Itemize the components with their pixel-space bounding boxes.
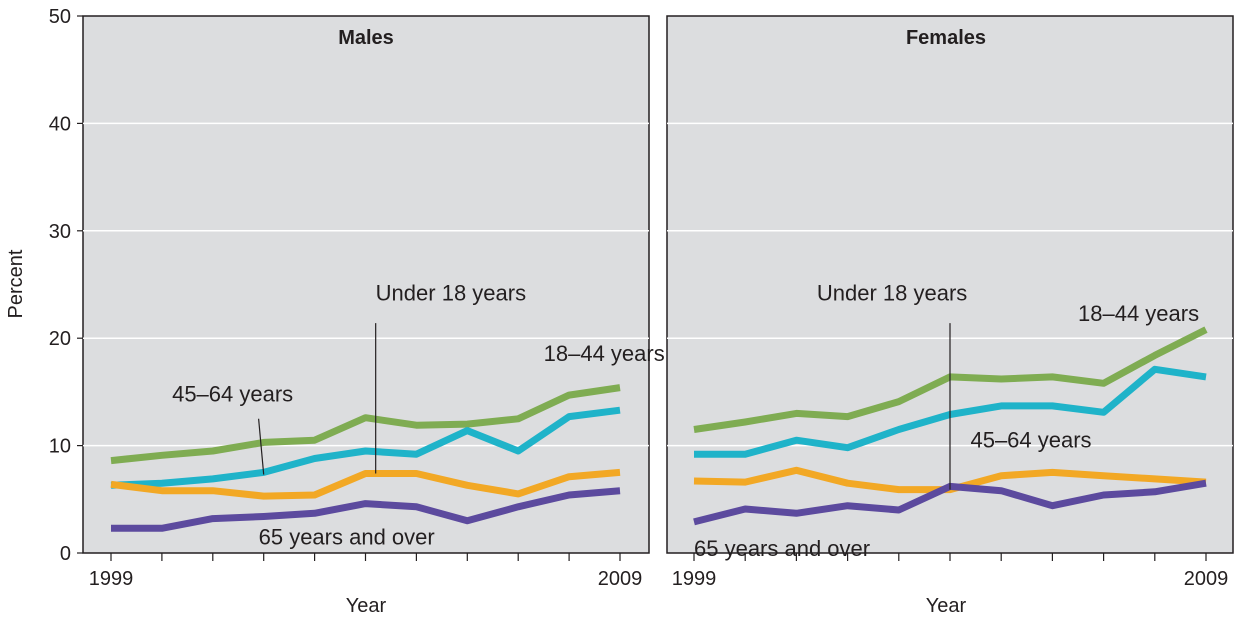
males-series-lines bbox=[110, 384, 621, 532]
y-tick-label: 0 bbox=[60, 543, 71, 565]
series-annotation-label: 65 years and over bbox=[259, 524, 435, 549]
series-annotation-label: 18–44 years bbox=[1078, 301, 1199, 326]
females-x-axis: 1999 2009 bbox=[672, 553, 1229, 590]
y-tick-label: 10 bbox=[49, 436, 71, 458]
series-annotation-label: 65 years and over bbox=[694, 536, 870, 561]
series-annotation-label: 18–44 years bbox=[544, 341, 665, 366]
y-tick-label: 40 bbox=[49, 113, 71, 135]
males-annotations: Under 18 years 18–44 years 45–64 years 65 y… bbox=[172, 281, 665, 550]
series-line bbox=[110, 406, 621, 489]
males-x-axis: 1999 2009 bbox=[89, 553, 643, 590]
x-tick-label: 2009 bbox=[1184, 568, 1229, 590]
males-panel-title: Males bbox=[338, 27, 394, 49]
series-annotation-label: 45–64 years bbox=[970, 428, 1091, 453]
females-annotations: Under 18 years 18–44 years 45–64 years 65 y… bbox=[694, 281, 1199, 562]
males-x-axis-title: Year bbox=[346, 595, 387, 617]
series-line bbox=[110, 468, 621, 500]
males-panel: 0 10 20 30 40 50 1999 2009 Under 18 years 18–44… bbox=[5, 6, 665, 617]
x-tick-label: 2009 bbox=[598, 568, 643, 590]
females-panel: 1999 2009 Under 18 years 18–44 years 45–64 … bbox=[666, 15, 1234, 617]
males-gridlines bbox=[83, 122, 649, 447]
annotation-leader-line bbox=[258, 418, 265, 475]
females-x-axis-title: Year bbox=[926, 595, 967, 617]
y-tick-label: 20 bbox=[49, 328, 71, 350]
y-axis-title: Percent bbox=[5, 249, 27, 318]
series-line bbox=[110, 384, 621, 465]
series-annotation-label: Under 18 years bbox=[376, 281, 526, 306]
x-tick-label: 1999 bbox=[672, 568, 717, 590]
series-line bbox=[111, 487, 621, 532]
series-annotation-label: 45–64 years bbox=[172, 382, 293, 407]
series-annotation-label: Under 18 years bbox=[817, 281, 967, 306]
x-tick-label: 1999 bbox=[89, 568, 134, 590]
y-tick-label: 30 bbox=[49, 221, 71, 243]
females-panel-title: Females bbox=[906, 27, 986, 49]
males-y-axis: 0 10 20 30 40 50 bbox=[49, 6, 83, 565]
y-tick-label: 50 bbox=[49, 6, 71, 28]
males-plot-background bbox=[82, 15, 650, 554]
